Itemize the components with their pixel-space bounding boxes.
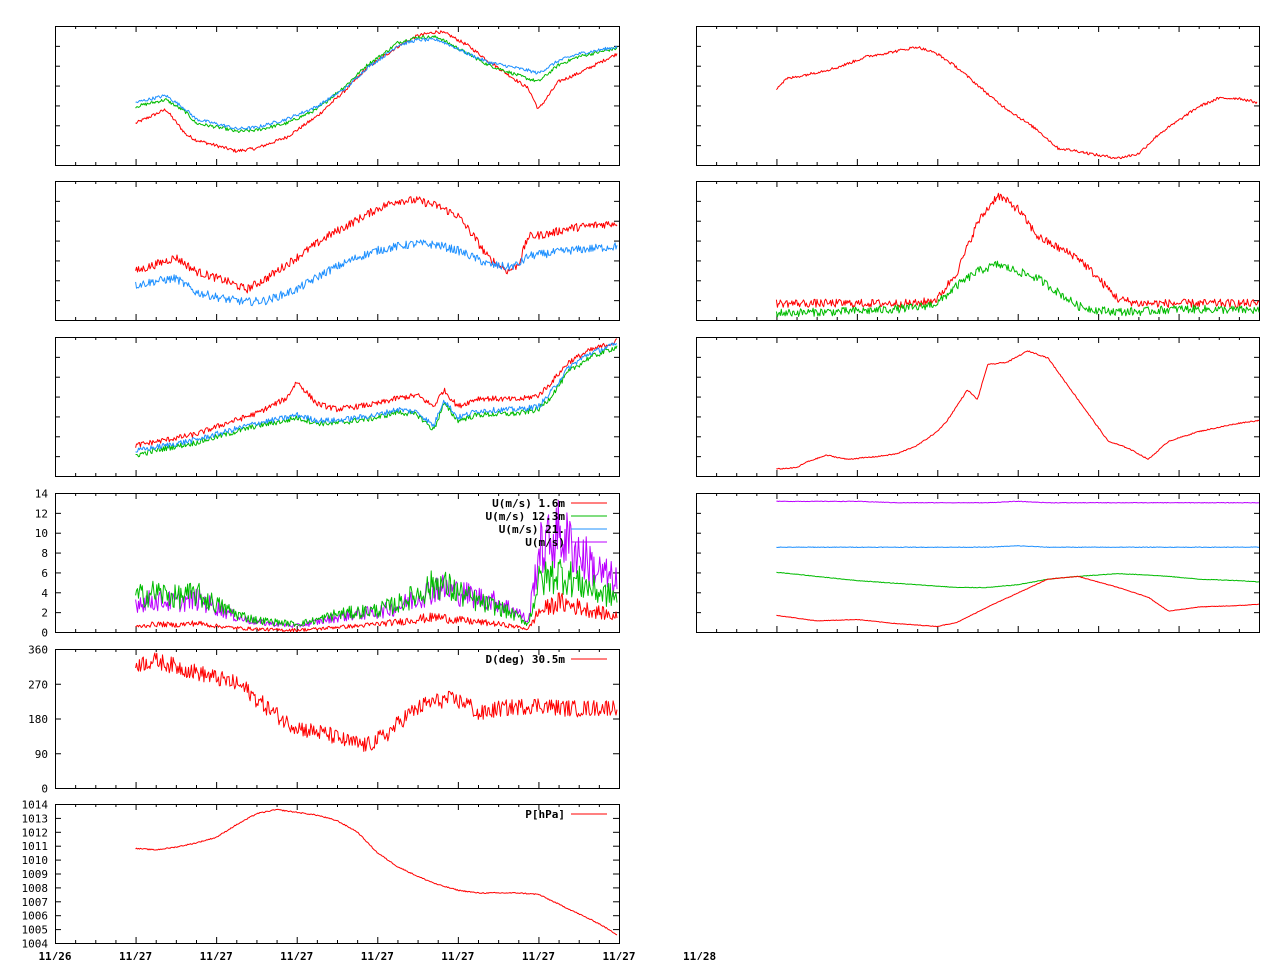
plot-panel-right-1 — [696, 26, 1260, 166]
series-line-green — [135, 558, 618, 627]
series-line-purple — [776, 500, 1260, 504]
plot-frame — [696, 26, 1260, 166]
y-tick-label: 0 — [41, 783, 48, 796]
y-tick-label: 14 — [35, 488, 49, 501]
plot-panel-left-2 — [55, 181, 620, 321]
legend-label: U(m/s) 21. — [499, 523, 565, 536]
plot-panel-left-3 — [55, 337, 620, 477]
x-date-label: 11/27 — [280, 950, 313, 960]
series-line-red — [135, 196, 618, 294]
x-date-label: 11/27 — [200, 950, 233, 960]
plot-panel-left-6: 1004100510061007100810091010101110121013… — [22, 799, 620, 951]
y-tick-label: 180 — [28, 713, 48, 726]
series-line-blue — [135, 342, 618, 453]
plot-panel-left-5: 0 90 180 270 360 D(deg) 30.5m — [28, 644, 620, 796]
series-line-red — [776, 575, 1260, 628]
y-tick-label: 90 — [35, 748, 48, 761]
y-tick-label: 1010 — [22, 854, 49, 867]
legend-label: U(m/s) 1.6m — [492, 497, 565, 510]
series-line-green — [776, 571, 1260, 589]
series-line-green — [775, 260, 1260, 318]
series-line-blue — [776, 545, 1260, 548]
plot-panel-right-4 — [696, 493, 1260, 633]
plot-frame — [696, 181, 1260, 321]
series-line-blue — [135, 37, 618, 130]
y-tick-label: 8 — [41, 547, 48, 560]
y-tick-label: 1014 — [22, 799, 49, 812]
y-tick-label: 1008 — [22, 882, 49, 895]
x-axis-labels: 11/2620:0011/2700:0011/2704:0011/2708:00… — [38, 950, 716, 960]
plot-panel-right-3 — [696, 337, 1260, 477]
y-tick-label: 270 — [28, 678, 48, 691]
legend-label: D(deg) 30.5m — [486, 653, 566, 666]
y-tick-label: 1006 — [22, 910, 49, 923]
x-date-label: 11/27 — [522, 950, 555, 960]
y-tick-label: 1012 — [22, 826, 49, 839]
y-tick-label: 1005 — [22, 924, 49, 937]
y-tick-label: 1013 — [22, 812, 49, 825]
y-tick-label: 1007 — [22, 896, 49, 909]
series-line-red — [135, 592, 618, 633]
y-tick-label: 1004 — [22, 938, 49, 951]
series-line-red — [776, 46, 1258, 160]
x-date-label: 11/27 — [119, 950, 152, 960]
plot-frame — [55, 804, 620, 944]
legend-label: U(m/s) — [525, 536, 565, 549]
x-date-label: 11/27 — [361, 950, 394, 960]
legend-label: P[hPa] — [525, 808, 565, 821]
legend-label: U(m/s) 12.3m — [486, 510, 566, 523]
series-line-green — [135, 345, 618, 458]
plot-frame — [55, 181, 620, 321]
y-tick-label: 1011 — [22, 840, 49, 853]
plot-panel-left-1 — [55, 26, 620, 166]
series-line-red — [135, 30, 618, 153]
y-tick-label: 0 — [41, 627, 48, 640]
series-line-green — [135, 35, 618, 133]
y-tick-label: 12 — [35, 507, 48, 520]
y-tick-label: 360 — [28, 644, 48, 657]
series-line-red — [135, 652, 618, 752]
y-tick-label: 10 — [35, 527, 48, 540]
series-line-red — [775, 192, 1260, 308]
y-tick-label: 2 — [41, 607, 48, 620]
y-tick-label: 4 — [41, 587, 48, 600]
x-date-label: 11/28 — [683, 950, 716, 960]
series-line-red — [135, 808, 618, 936]
plot-frame — [696, 337, 1260, 477]
x-date-label: 11/27 — [602, 950, 635, 960]
x-date-label: 11/26 — [38, 950, 71, 960]
series-line-purple — [135, 499, 618, 628]
series-line-red — [776, 350, 1260, 470]
series-line-red — [135, 338, 618, 448]
plot-panel-right-2 — [696, 181, 1260, 321]
x-date-label: 11/27 — [441, 950, 474, 960]
y-tick-label: 6 — [41, 567, 48, 580]
series-line-blue — [135, 239, 618, 307]
y-tick-label: 1009 — [22, 868, 49, 881]
